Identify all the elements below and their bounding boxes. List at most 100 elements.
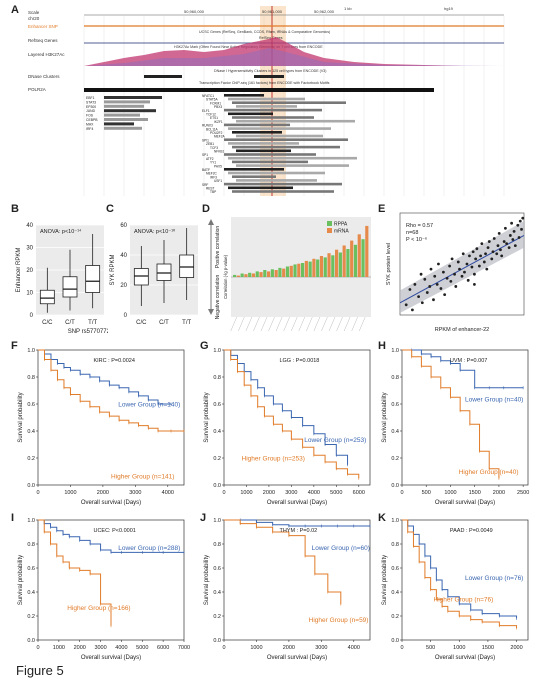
tf-mid-bar: [228, 156, 357, 160]
y-tick-label: 0.0: [213, 638, 221, 644]
scatter-point: [495, 252, 499, 256]
tf-mid-label: POU2F2: [210, 131, 223, 135]
km-title: KIRC : P=0.0024: [93, 358, 134, 364]
group-label: Lower Group (n=253): [304, 437, 366, 444]
tf-left-bar: [104, 100, 150, 104]
x-tick-label: 1500: [469, 490, 481, 496]
scatter-point: [411, 308, 414, 312]
y-tick-label: 0.6: [27, 402, 35, 408]
scatter-point: [475, 247, 479, 251]
y-tick-label: 0.2: [391, 614, 399, 620]
x-tick-label: 4000: [308, 490, 320, 496]
group-label: Higher Group (n=40): [459, 469, 519, 476]
tf-mid-bar: [228, 97, 305, 101]
y-tick-label: 0.8: [391, 542, 399, 548]
x-tick-label: 3000: [94, 645, 106, 651]
box-body: [133, 268, 149, 286]
group-label: Lower Group (n=76): [465, 575, 523, 582]
y-tick-label: 60: [120, 223, 127, 229]
scatter-point: [420, 301, 424, 305]
scatter-point: [432, 298, 435, 302]
track-label-refseq: RefSeq Genes: [28, 38, 58, 43]
lgg-survival-plot: 0.0 0.2 0.4 0.6 0.8 1.0 0 1000 2000 3000 4000 5000 6…: [204, 348, 371, 506]
y-tick-label: 1.0: [27, 518, 35, 524]
scatter-point: [433, 274, 437, 278]
regression-line: [399, 235, 525, 304]
scatter-point: [404, 303, 408, 307]
tf-mid-bar: [236, 134, 323, 138]
x-tick-label: 0: [222, 490, 225, 496]
tf-mid-bar: [236, 119, 355, 123]
x-tick-label: 2000: [510, 645, 522, 651]
legend-label: mRNA: [334, 229, 349, 235]
y-tick-label: 0.2: [213, 456, 221, 462]
tf-mid-bar: [228, 127, 331, 130]
scatter-point: [507, 246, 511, 250]
panel-label-g: G: [200, 340, 209, 352]
survival-curve: [38, 519, 112, 626]
x-tick-label: 2000: [74, 645, 86, 651]
bar-rppa: [248, 272, 252, 277]
x-tick-label: 500: [422, 490, 431, 496]
panel-label-h: H: [378, 340, 386, 352]
panel-label-f: F: [11, 340, 18, 352]
x-tick-label: 0: [400, 490, 403, 496]
scatter-point: [442, 270, 445, 274]
tf-mid-bar: [224, 182, 342, 186]
scatter-point: [435, 283, 439, 286]
y-tick-label: 0.2: [27, 614, 35, 620]
km-title: LGG : P=0.0018: [279, 358, 319, 364]
legend-swatch: [327, 228, 332, 233]
tf-left-label: JUND: [86, 109, 96, 113]
tf-mid-label: PBX3: [214, 105, 222, 109]
y-tick-label: 0.0: [391, 483, 399, 489]
x-tick-mark: [343, 316, 351, 332]
syk-rpkm-boxplot: 0 20 40 60 C/C C/T T/T ANOVA: p<10⁻¹⁰ SYK RPKM: [110, 223, 198, 326]
scatter-point: [492, 237, 496, 240]
tf-mid-bar: [224, 94, 264, 97]
group-label: Higher Group (n=253): [242, 456, 305, 463]
x-tick-label: 1000: [64, 490, 76, 496]
scatter-point: [425, 291, 429, 294]
x-tick-label: 0: [400, 645, 403, 651]
tf-mid-label: ZEB1: [206, 142, 214, 146]
x-tick-label: 3000: [285, 490, 297, 496]
correlation-bar-chart: Positive correlation Negative correlation…: [208, 217, 371, 332]
tf-mid-bar: [232, 175, 276, 178]
scatter-point: [487, 240, 491, 243]
scatter-point: [468, 254, 471, 258]
dnase-cluster-2: [254, 75, 284, 78]
tf-left-bar: [104, 109, 156, 113]
km-title: UCEC: P<0.0001: [93, 528, 135, 534]
scatter-point: [408, 288, 412, 291]
x-axis-label: Overall survival (Days): [267, 500, 327, 506]
scatter-point: [463, 270, 466, 274]
box-body: [156, 263, 172, 281]
x-tick-label: 4000: [162, 490, 174, 496]
tf-mid-label: ATF2: [206, 157, 214, 161]
tf-mid-bar: [228, 186, 293, 190]
x-tick-mark: [313, 316, 321, 332]
x-tick-label: 6000: [353, 490, 365, 496]
x-tick-mark: [336, 316, 343, 332]
y-tick-label: 0.6: [213, 402, 221, 408]
scatter-point: [473, 272, 476, 276]
plot-frame: [37, 519, 185, 641]
y-tick-label: 0.0: [27, 638, 35, 644]
scale-tick-3: 50,962,000: [314, 9, 335, 14]
x-tick-label: 4000: [115, 645, 127, 651]
km-title: UVM : P=0.007: [450, 358, 487, 364]
tf-mid-label: MEF2C: [206, 172, 218, 176]
tf-mid-label: NFATC1: [202, 94, 214, 98]
scale-bar-label: 1 kb: [344, 6, 352, 11]
x-tick-label: 2000: [493, 490, 505, 496]
bar-mrna: [259, 272, 263, 277]
scatter-point: [423, 277, 427, 281]
tf-mid-label: REST: [206, 187, 215, 191]
scatter-point: [511, 238, 515, 241]
panel-label-c: C: [106, 203, 114, 215]
scatter-point: [484, 252, 487, 256]
scatter-point: [449, 279, 453, 283]
x-tick-mark: [238, 316, 245, 332]
tf-mid-bar: [236, 164, 349, 167]
